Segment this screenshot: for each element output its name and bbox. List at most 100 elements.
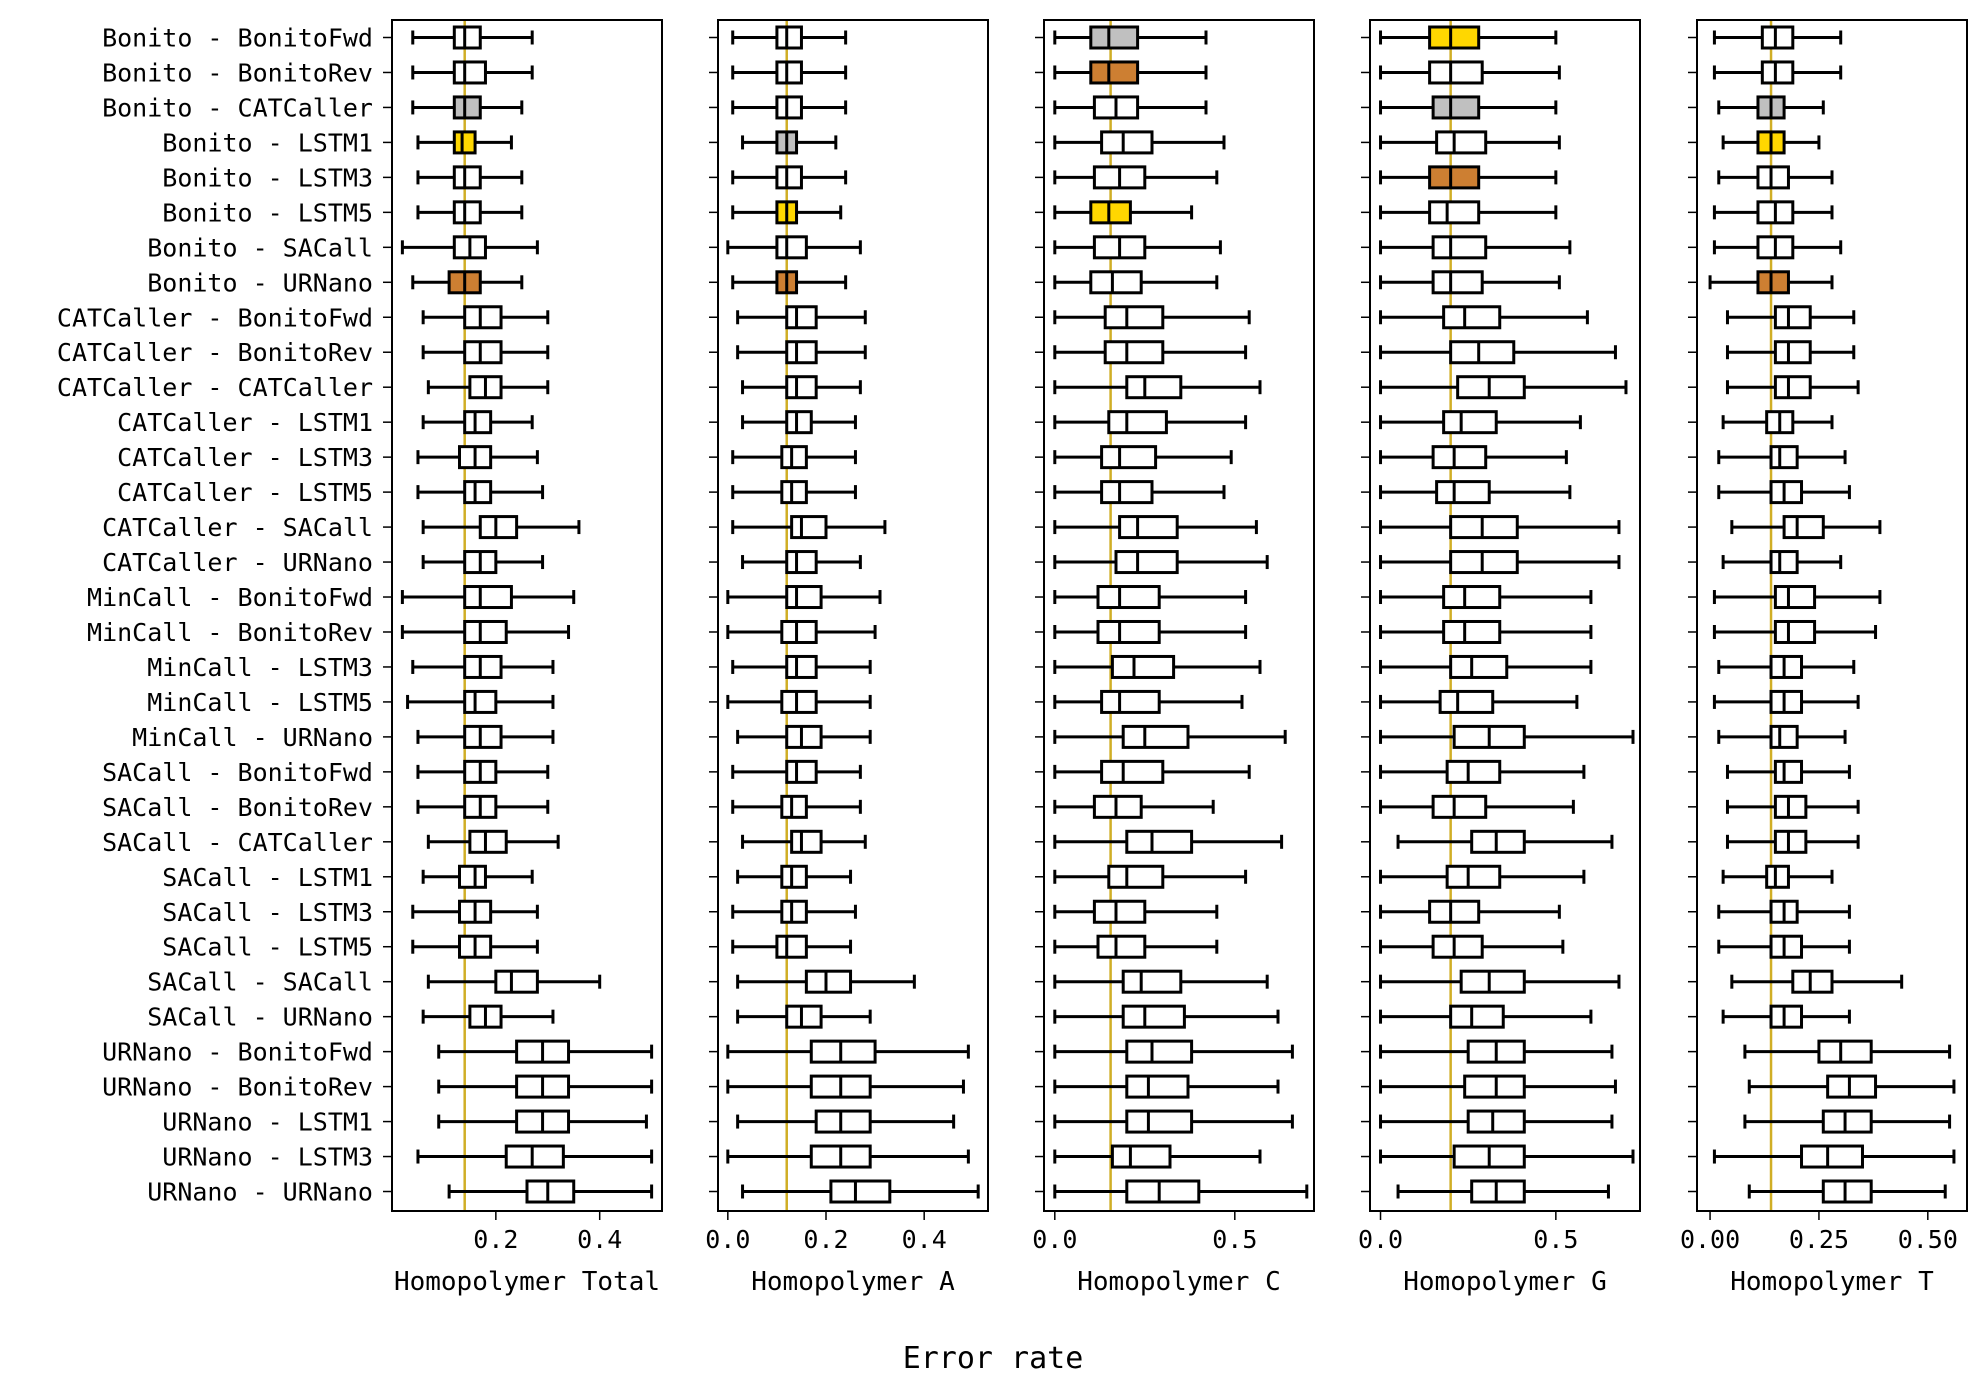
box bbox=[785, 375, 818, 400]
box-silver bbox=[1089, 25, 1140, 50]
box bbox=[1121, 724, 1190, 749]
x-axis-label: Homopolymer A bbox=[751, 1267, 955, 1297]
box bbox=[1118, 515, 1179, 540]
box bbox=[790, 829, 823, 854]
y-tick-label: Bonito - LSTM1 bbox=[162, 128, 373, 157]
x-axis-label: Homopolymer Total bbox=[394, 1267, 660, 1297]
box bbox=[1096, 934, 1147, 959]
box bbox=[463, 340, 503, 365]
box bbox=[785, 340, 818, 365]
box-silver bbox=[1431, 95, 1481, 120]
box bbox=[1463, 1074, 1526, 1099]
y-tick-label: SACall - LSTM1 bbox=[162, 863, 373, 892]
box bbox=[1096, 619, 1161, 644]
y-tick-label: Bonito - BonitoRev bbox=[102, 58, 373, 87]
box bbox=[780, 864, 808, 889]
box bbox=[1438, 689, 1495, 714]
box bbox=[1466, 1109, 1526, 1134]
y-tick-label: MinCall - BonitoFwd bbox=[87, 583, 373, 612]
box bbox=[814, 1109, 872, 1134]
box bbox=[452, 200, 482, 225]
box bbox=[1791, 969, 1834, 994]
box bbox=[1100, 480, 1154, 505]
box bbox=[780, 445, 808, 470]
x-tick-label: 0.0 bbox=[1358, 1225, 1403, 1254]
y-tick-label: URNano - BonitoRev bbox=[102, 1073, 373, 1102]
y-tick-label: SACall - SACall bbox=[147, 968, 373, 997]
box bbox=[1773, 340, 1812, 365]
box bbox=[780, 899, 808, 924]
y-tick-label: SACall - BonitoFwd bbox=[102, 758, 373, 787]
x-tick-label: 0.2 bbox=[803, 1225, 848, 1254]
box bbox=[1821, 1179, 1873, 1204]
box bbox=[468, 829, 508, 854]
box bbox=[1442, 410, 1498, 435]
box-gold bbox=[1089, 200, 1132, 225]
y-tick-label: Bonito - LSTM3 bbox=[162, 163, 373, 192]
axes-frame bbox=[1369, 19, 1641, 1212]
box bbox=[780, 480, 808, 505]
box bbox=[1769, 480, 1804, 505]
box bbox=[463, 410, 493, 435]
box bbox=[1125, 375, 1183, 400]
box bbox=[785, 305, 818, 330]
x-tick-label: 0.25 bbox=[1789, 1225, 1849, 1254]
box bbox=[809, 1039, 877, 1064]
y-tick-label: Bonito - BonitoFwd bbox=[102, 24, 373, 53]
box bbox=[804, 969, 853, 994]
box bbox=[1121, 969, 1183, 994]
axes-frame bbox=[717, 19, 989, 1212]
x-tick-label: 0.2 bbox=[473, 1225, 518, 1254]
box bbox=[1773, 794, 1808, 819]
y-tick-label: CATCaller - SACall bbox=[102, 513, 373, 542]
box bbox=[1773, 829, 1808, 854]
box bbox=[463, 480, 493, 505]
box bbox=[463, 585, 513, 610]
box-bronze bbox=[1428, 165, 1481, 190]
box bbox=[1449, 1004, 1505, 1029]
box bbox=[1431, 794, 1488, 819]
box bbox=[1769, 1004, 1804, 1029]
box bbox=[1435, 130, 1488, 155]
y-tick-label: SACall - CATCaller bbox=[102, 828, 373, 857]
box bbox=[1449, 515, 1519, 540]
box bbox=[1756, 165, 1790, 190]
box bbox=[463, 724, 503, 749]
x-tick-label: 0.5 bbox=[1533, 1225, 1578, 1254]
box bbox=[452, 165, 482, 190]
box bbox=[775, 60, 803, 85]
box bbox=[1449, 340, 1516, 365]
y-tick-label: CATCaller - LSTM3 bbox=[117, 443, 373, 472]
y-tick-label: SACall - LSTM3 bbox=[162, 898, 373, 927]
box bbox=[1125, 829, 1194, 854]
box bbox=[785, 410, 813, 435]
box bbox=[1100, 759, 1165, 784]
y-tick-label: CATCaller - LSTM5 bbox=[117, 478, 373, 507]
box bbox=[790, 515, 828, 540]
y-tick-label: CATCaller - BonitoFwd bbox=[57, 303, 373, 332]
box bbox=[785, 585, 823, 610]
y-tick-label: CATCaller - BonitoRev bbox=[57, 338, 373, 367]
axes-frame bbox=[1696, 19, 1968, 1212]
box bbox=[525, 1179, 576, 1204]
box bbox=[1125, 1074, 1190, 1099]
box bbox=[1114, 550, 1179, 575]
y-tick-label: Bonito - LSTM5 bbox=[162, 198, 373, 227]
box bbox=[1431, 270, 1484, 295]
box bbox=[1449, 550, 1519, 575]
box bbox=[1773, 305, 1812, 330]
box bbox=[1800, 1144, 1864, 1169]
box bbox=[1100, 130, 1154, 155]
box bbox=[1459, 969, 1526, 994]
y-tick-label: MinCall - LSTM5 bbox=[147, 688, 373, 717]
box-gold bbox=[452, 130, 477, 155]
box bbox=[780, 794, 808, 819]
box bbox=[1103, 305, 1165, 330]
box bbox=[1125, 1179, 1201, 1204]
box bbox=[785, 724, 823, 749]
box bbox=[1110, 1144, 1172, 1169]
box bbox=[1760, 25, 1795, 50]
box bbox=[785, 1004, 823, 1029]
box bbox=[780, 689, 818, 714]
box bbox=[1442, 305, 1502, 330]
